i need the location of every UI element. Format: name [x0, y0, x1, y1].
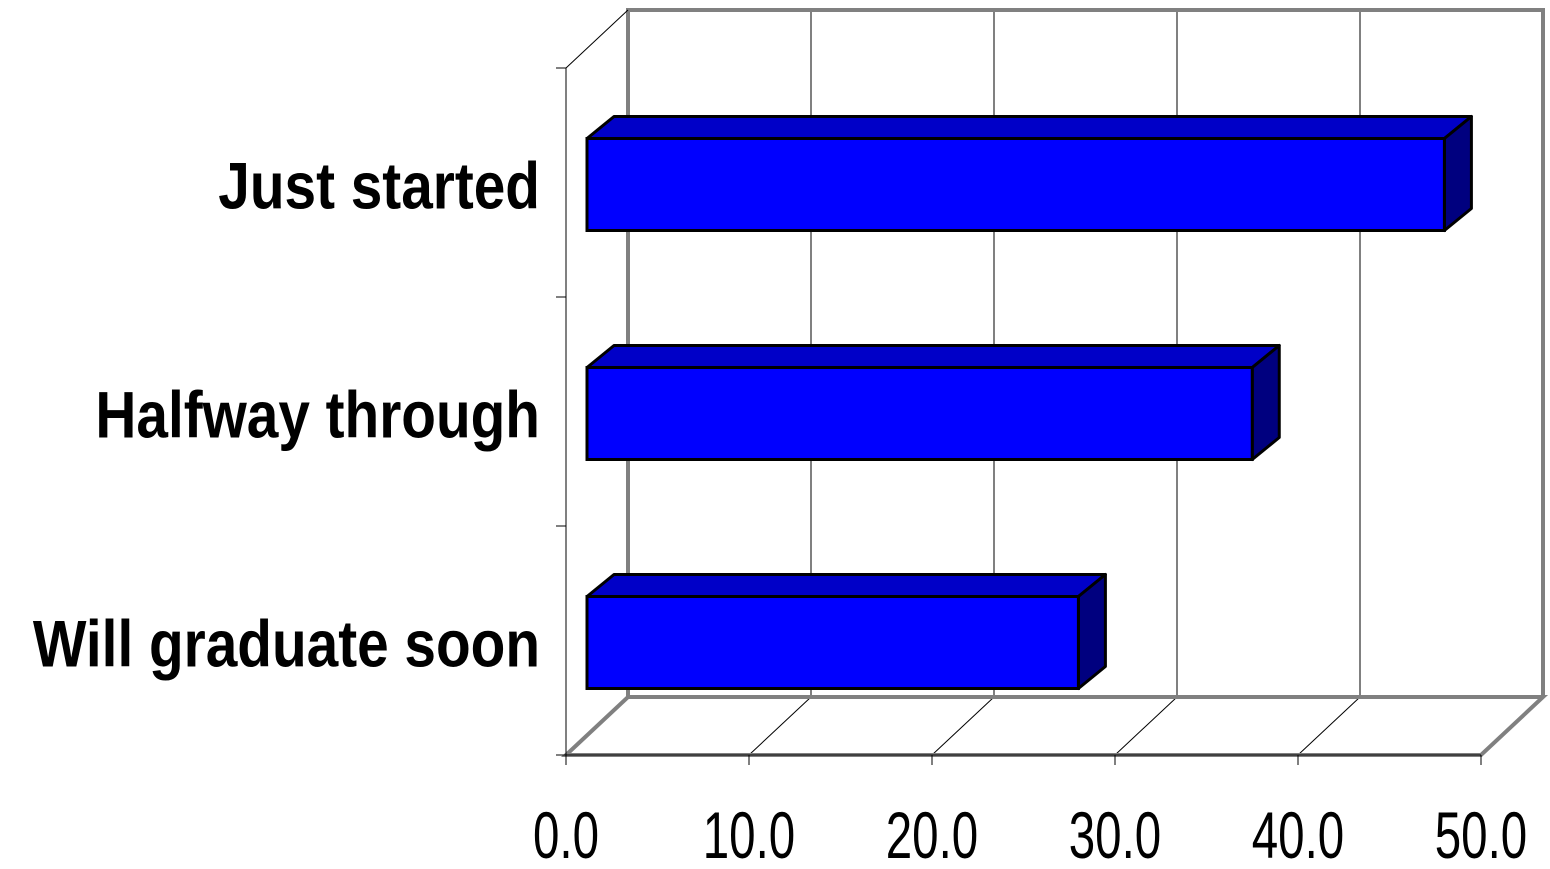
frame-floor: [560, 695, 1549, 757]
category-label: Will graduate soon: [33, 608, 540, 682]
gridline-floor-40.0: [1297, 696, 1361, 756]
bar-top-face: [585, 344, 1281, 369]
bars: [585, 115, 1473, 690]
bar-side-face: [1076, 573, 1107, 690]
x-tick-label: 20.0: [886, 799, 978, 864]
x-tick-label: 10.0: [703, 799, 795, 864]
bar-side-face: [1250, 344, 1281, 461]
bar-just-started: [585, 137, 1446, 232]
x-tick-label: 40.0: [1252, 799, 1344, 864]
bar-top-face: [585, 573, 1107, 598]
category-labels: Just started Halfway through Will graduate…: [33, 150, 540, 682]
gridline-floor-10.0: [748, 696, 812, 756]
x-tick-label: 0.0: [533, 799, 599, 864]
category-label: Halfway through: [95, 379, 540, 453]
x-tick-label: 50.0: [1435, 799, 1527, 864]
x-tick-label: 30.0: [1069, 799, 1161, 864]
x-axis-tick-labels: 0.0 10.0 20.0 30.0 40.0 50.0: [533, 755, 1527, 869]
bar-top-face: [585, 115, 1473, 140]
category-label: Just started: [218, 150, 540, 224]
bar-will-graduate-soon: [585, 595, 1080, 690]
frame-left-top-diagonal: [565, 9, 629, 69]
bar-halfway-through: [585, 366, 1254, 461]
gridline-floor-20.0: [931, 696, 995, 756]
bar-side-face: [1442, 115, 1473, 232]
gridline-floor-30.0: [1114, 696, 1178, 756]
